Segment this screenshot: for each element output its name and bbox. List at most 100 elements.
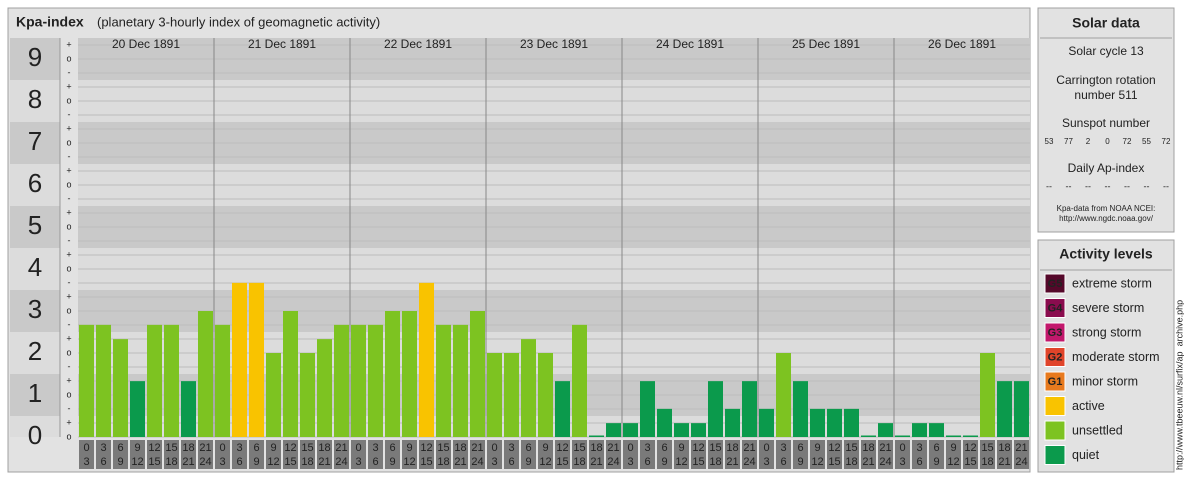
level-swatch bbox=[1044, 347, 1066, 367]
hour-box bbox=[215, 440, 230, 469]
bar bbox=[963, 435, 978, 437]
hour-label: 21 bbox=[318, 456, 330, 468]
minor-tick-label: + bbox=[66, 39, 71, 49]
chart-subtitle: (planetary 3-hourly index of geomagnetic… bbox=[97, 14, 380, 29]
ap-value: -- bbox=[1144, 181, 1150, 191]
minor-tick-label: - bbox=[68, 193, 71, 203]
hour-box bbox=[810, 440, 825, 469]
hour-label: 24 bbox=[471, 456, 483, 468]
label-band bbox=[10, 416, 60, 437]
sunspot-number: 0 bbox=[1105, 137, 1110, 146]
minor-tick-label: + bbox=[66, 207, 71, 217]
hour-box bbox=[963, 440, 978, 469]
solar-panel bbox=[1037, 7, 1175, 233]
hour-box bbox=[79, 440, 94, 469]
label-band bbox=[10, 332, 60, 374]
hour-label: 12 bbox=[539, 456, 551, 468]
level-swatch bbox=[1044, 322, 1066, 343]
bar bbox=[334, 324, 349, 437]
hour-label: 0 bbox=[219, 442, 225, 454]
bar bbox=[725, 408, 740, 437]
label-band bbox=[10, 122, 60, 164]
minor-tick-label: o bbox=[66, 431, 71, 441]
hour-label: 21 bbox=[454, 456, 466, 468]
level-badge: G1 bbox=[1048, 376, 1063, 388]
minor-tick-label: + bbox=[66, 123, 71, 133]
hour-label: 18 bbox=[726, 442, 738, 454]
minor-tick-label: o bbox=[66, 263, 71, 273]
credit: http://www.tbeeuw.nl/surfix/ap_archive.p… bbox=[1174, 300, 1184, 470]
hour-box bbox=[181, 440, 196, 469]
hour-label: 6 bbox=[780, 456, 786, 468]
bar bbox=[402, 311, 417, 437]
hour-box bbox=[980, 440, 995, 469]
label-band bbox=[10, 248, 60, 290]
hour-label: 18 bbox=[709, 456, 721, 468]
hour-label: 6 bbox=[389, 442, 395, 454]
bar bbox=[453, 324, 468, 437]
solar-title: Solar data bbox=[1072, 15, 1140, 31]
bar bbox=[555, 381, 570, 437]
hour-label: 3 bbox=[355, 456, 361, 468]
hour-box bbox=[776, 440, 791, 469]
hour-label: 9 bbox=[406, 442, 412, 454]
hour-box bbox=[266, 440, 281, 469]
hour-label: 0 bbox=[899, 442, 905, 454]
hour-box bbox=[96, 440, 111, 469]
carrington: number 511 bbox=[1074, 88, 1137, 102]
hour-box bbox=[351, 440, 366, 469]
hour-label: 6 bbox=[508, 456, 514, 468]
hour-box bbox=[538, 440, 553, 469]
hour-box bbox=[878, 440, 893, 469]
hour-label: 18 bbox=[981, 456, 993, 468]
hour-box bbox=[453, 440, 468, 469]
hour-box bbox=[198, 440, 213, 469]
hour-label: 12 bbox=[947, 456, 959, 468]
bar bbox=[96, 324, 111, 437]
ap-value: -- bbox=[1105, 181, 1111, 191]
hour-label: 12 bbox=[131, 456, 143, 468]
y-tick-label: 8 bbox=[28, 84, 42, 114]
bar bbox=[215, 324, 230, 437]
day-label: 22 Dec 1891 bbox=[384, 37, 452, 51]
hour-label: 21 bbox=[726, 456, 738, 468]
hour-label: 0 bbox=[83, 442, 89, 454]
sunspot-title: Sunspot number bbox=[1062, 116, 1150, 130]
hour-box bbox=[300, 440, 315, 469]
y-tick-label: 1 bbox=[28, 378, 42, 408]
hour-label: 6 bbox=[253, 442, 259, 454]
minor-tick-label: o bbox=[66, 305, 71, 315]
bar bbox=[589, 435, 604, 437]
label-band bbox=[10, 206, 60, 248]
hour-label: 18 bbox=[573, 456, 585, 468]
hour-box bbox=[946, 440, 961, 469]
y-tick-label: 4 bbox=[28, 252, 42, 282]
bar bbox=[861, 435, 876, 437]
level-name: quiet bbox=[1072, 448, 1100, 462]
hour-label: 9 bbox=[253, 456, 259, 468]
hour-box bbox=[368, 440, 383, 469]
ap-value: -- bbox=[1046, 181, 1052, 191]
solar-cycle: Solar cycle 13 bbox=[1068, 44, 1144, 58]
hour-box bbox=[793, 440, 808, 469]
hour-label: 18 bbox=[437, 456, 449, 468]
hour-box bbox=[402, 440, 417, 469]
y-tick-label: 7 bbox=[28, 126, 42, 156]
day-label: 23 Dec 1891 bbox=[520, 37, 588, 51]
hour-box bbox=[113, 440, 128, 469]
hour-label: 15 bbox=[692, 456, 704, 468]
bar bbox=[793, 381, 808, 437]
bar bbox=[538, 353, 553, 437]
hour-box bbox=[759, 440, 774, 469]
bar bbox=[181, 381, 196, 437]
hour-label: 3 bbox=[644, 442, 650, 454]
hour-label: 12 bbox=[420, 442, 432, 454]
hour-box bbox=[249, 440, 264, 469]
hour-box bbox=[929, 440, 944, 469]
hour-label: 0 bbox=[627, 442, 633, 454]
minor-tick-label: - bbox=[68, 67, 71, 77]
hour-box bbox=[725, 440, 740, 469]
y-tick-label: 3 bbox=[28, 294, 42, 324]
minor-tick-label: - bbox=[68, 403, 71, 413]
